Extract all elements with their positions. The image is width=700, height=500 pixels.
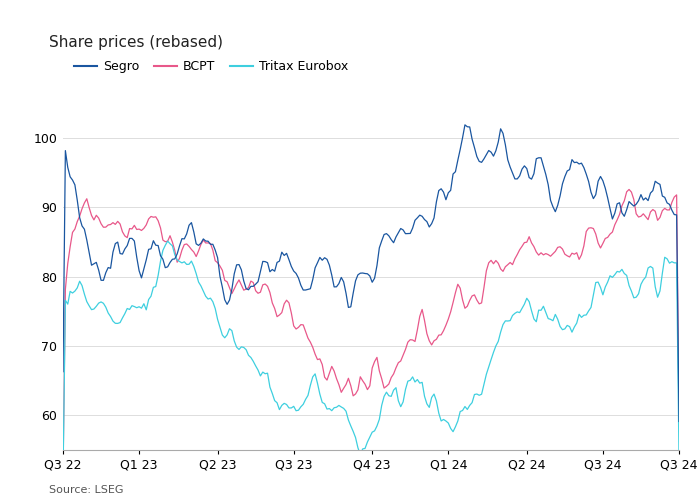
Text: Source: LSEG: Source: LSEG	[49, 485, 123, 495]
Text: Share prices (rebased): Share prices (rebased)	[49, 35, 223, 50]
Legend: Segro, BCPT, Tritax Eurobox: Segro, BCPT, Tritax Eurobox	[69, 55, 354, 78]
